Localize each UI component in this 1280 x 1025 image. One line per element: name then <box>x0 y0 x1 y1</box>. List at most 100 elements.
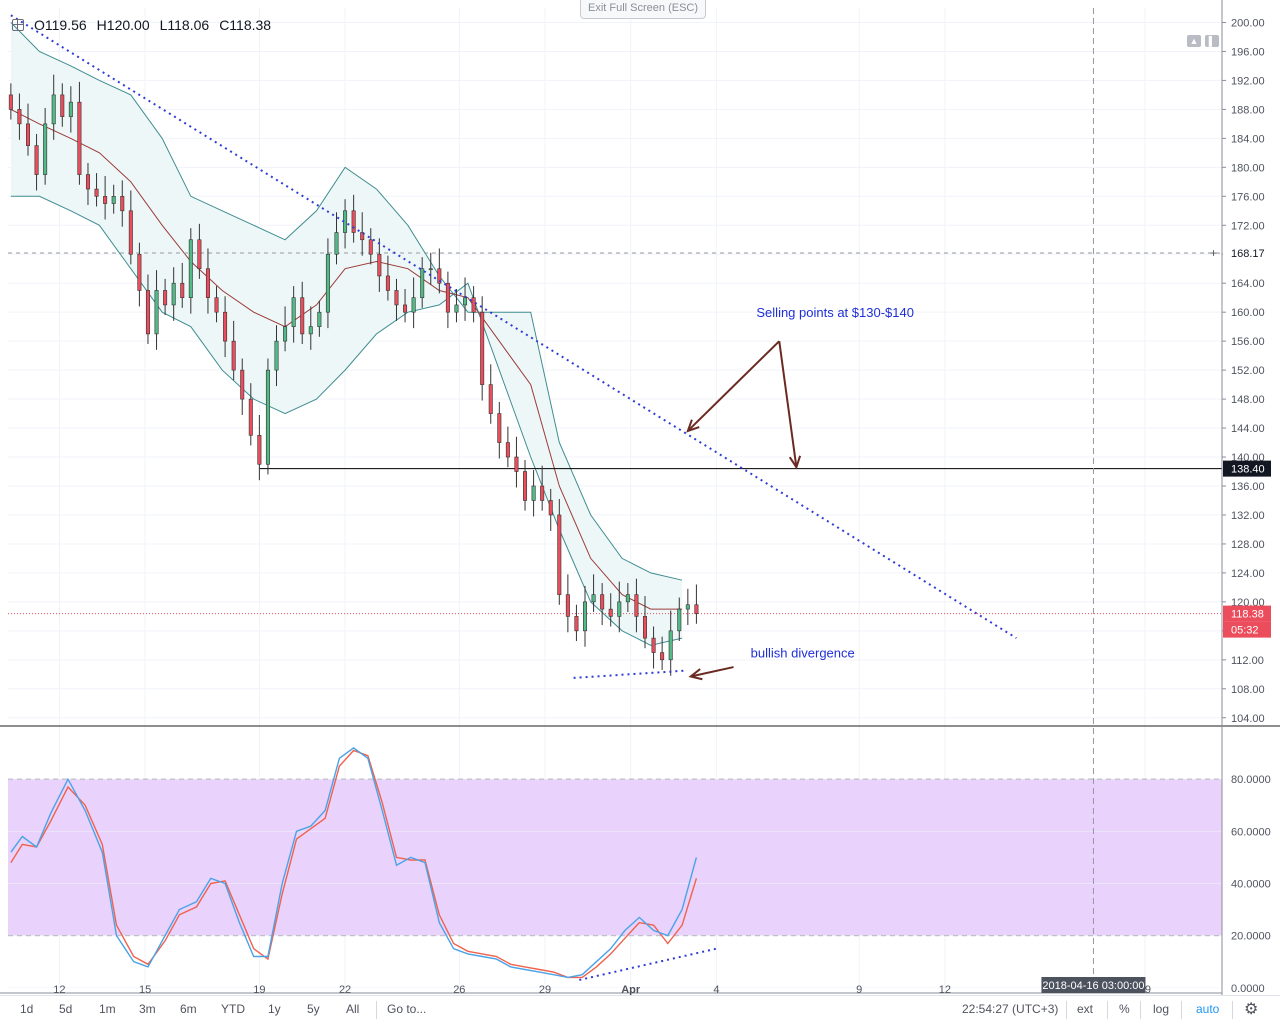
candle-body <box>137 253 142 291</box>
candle-body <box>411 297 416 313</box>
pane-up-icon[interactable]: ▲ <box>1187 35 1201 47</box>
ohlc-open: O119.56 <box>34 17 87 33</box>
stochastic-tick-label: 40.0000 <box>1231 878 1271 890</box>
toolbar-divider <box>1107 1001 1108 1019</box>
candle-body <box>651 637 656 653</box>
candle-body <box>188 239 193 298</box>
candle-body <box>583 601 588 632</box>
candle-body <box>231 340 236 371</box>
candle-body <box>17 109 22 125</box>
candle-body <box>634 594 639 617</box>
range-1m-button[interactable]: 1m <box>99 1002 116 1016</box>
x-tick-label: 19 <box>253 984 265 995</box>
log-toggle[interactable]: log <box>1153 1002 1170 1016</box>
y-tick-label: 124.00 <box>1231 568 1265 580</box>
candle-body <box>43 123 48 175</box>
chart-canvas[interactable]: Selling points at $130-$140 bullish diver… <box>0 0 1280 995</box>
exit-fullscreen-button[interactable]: Exit Full Screen (ESC) <box>580 0 706 19</box>
candle-body <box>377 253 382 277</box>
candle-body <box>334 232 339 255</box>
y-tick-label: 176.00 <box>1231 191 1265 203</box>
y-tick-label: 160.00 <box>1231 307 1265 319</box>
auto-toggle[interactable]: auto <box>1196 1002 1220 1016</box>
range-all-button[interactable]: All <box>346 1002 360 1016</box>
pane-maximize-icon[interactable]: ▌ <box>1205 35 1219 47</box>
level-tag-168-bg <box>1223 245 1271 262</box>
candle-body <box>591 594 596 603</box>
pane-controls: ▲ ▌ <box>1187 35 1219 47</box>
bollinger-fill <box>10 22 683 646</box>
clock-readout[interactable]: 22:54:27 (UTC+3) <box>962 1002 1059 1016</box>
candle-body <box>197 239 202 270</box>
last-price-tag: 118.38 <box>1231 609 1264 621</box>
candle-body <box>94 188 99 197</box>
annotation-arrow-2 <box>690 666 734 678</box>
annotation-arrow-1 <box>778 341 798 468</box>
x-tick-label: 4 <box>713 984 719 995</box>
candle-body <box>154 290 159 335</box>
ext-toggle[interactable]: ext <box>1077 1002 1094 1016</box>
candle-body <box>437 268 442 284</box>
ohlc-high: H120.00 <box>96 17 150 33</box>
range-1d-button[interactable]: 1d <box>20 1002 34 1016</box>
range-5y-button[interactable]: 5y <box>307 1002 320 1016</box>
candle-body <box>557 514 562 595</box>
x-tick-label: 12 <box>939 984 951 995</box>
candle-body <box>685 604 690 610</box>
candle-body <box>248 398 253 436</box>
candle-body <box>574 616 579 632</box>
candle-body <box>51 94 56 125</box>
candle-body <box>145 290 150 335</box>
candle-body <box>565 594 570 617</box>
countdown-tag-bg <box>1223 621 1271 638</box>
stochastic-tick-label: 60.0000 <box>1231 826 1271 838</box>
candle-body <box>505 442 510 458</box>
descending-trendline <box>10 14 1017 639</box>
y-tick-label: 144.00 <box>1231 423 1265 435</box>
candle-body <box>214 297 219 313</box>
range-1y-button[interactable]: 1y <box>268 1002 281 1016</box>
y-tick-label: 180.00 <box>1231 162 1265 174</box>
candle-body <box>283 326 288 342</box>
candle-body <box>608 608 613 617</box>
crosshair-icon[interactable] <box>12 19 24 31</box>
bollinger-upper-line <box>10 22 683 581</box>
candle-body <box>128 210 133 255</box>
candle-body <box>488 384 493 414</box>
candle-body <box>540 485 545 501</box>
y-tick-label: 132.00 <box>1231 510 1265 522</box>
stochastic-tick-label: 20.0000 <box>1231 931 1271 943</box>
candle-body <box>368 239 373 255</box>
gear-icon[interactable]: ⚙ <box>1244 1001 1259 1018</box>
annotation-text-1: bullish divergence <box>751 646 855 661</box>
bollinger-lower-line <box>10 195 683 646</box>
stochastic-k-line <box>10 747 698 979</box>
candle-body <box>8 94 13 110</box>
range-5d-button[interactable]: 5d <box>59 1002 73 1016</box>
percent-toggle[interactable]: % <box>1119 1002 1130 1016</box>
bollinger-middle-line <box>10 108 683 610</box>
candle-body <box>68 101 73 117</box>
candle-body <box>300 297 305 335</box>
level-tag-168: 168.17 <box>1231 248 1265 260</box>
range-6m-button[interactable]: 6m <box>180 1002 197 1016</box>
countdown-tag: 05:32 <box>1231 625 1259 637</box>
x-tick-label: Apr <box>621 984 641 995</box>
range-3m-button[interactable]: 3m <box>139 1002 156 1016</box>
y-tick-label: 164.00 <box>1231 278 1265 290</box>
candle-body <box>428 268 433 271</box>
candle-body <box>617 601 622 617</box>
range-ytd-button[interactable]: YTD <box>221 1002 245 1016</box>
candle-body <box>171 282 176 306</box>
y-tick-label: 148.00 <box>1231 394 1265 406</box>
candle-body <box>85 174 90 190</box>
candle-body <box>420 268 425 298</box>
last-price-tag-bg <box>1223 605 1271 622</box>
goto-button[interactable]: Go to... <box>387 1002 427 1016</box>
candle-body <box>385 275 390 291</box>
toolbar-divider <box>1232 1001 1233 1019</box>
y-tick-label: 196.00 <box>1231 46 1265 58</box>
candle-body <box>480 311 485 385</box>
candle-body <box>454 304 459 313</box>
candle-body <box>497 413 502 443</box>
